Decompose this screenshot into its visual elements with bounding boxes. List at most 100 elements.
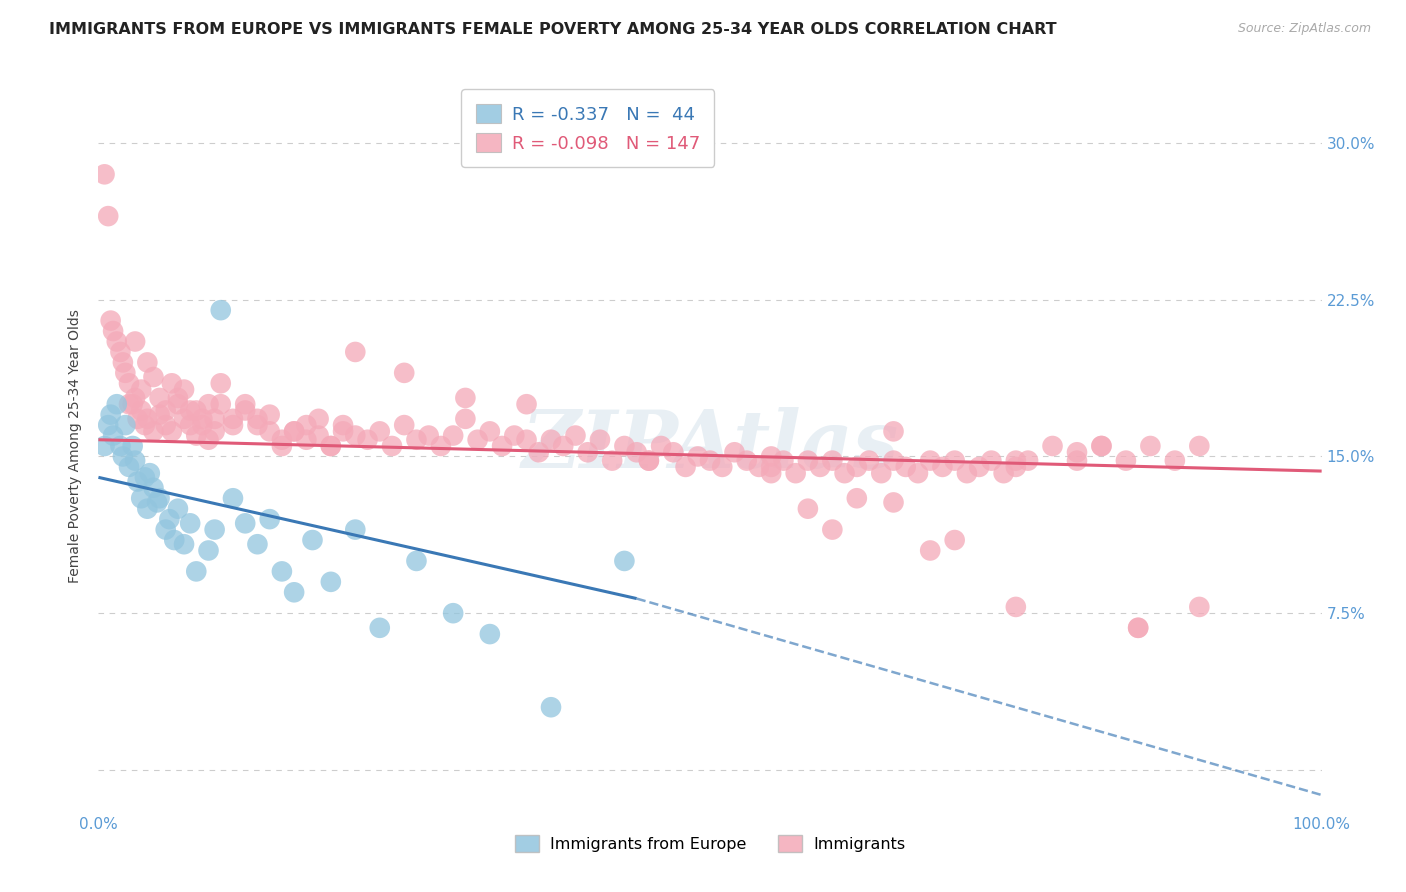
Point	[283, 425, 305, 439]
Point	[191, 412, 214, 426]
Point	[283, 425, 305, 439]
Point	[319, 439, 342, 453]
Point	[1128, 621, 1150, 635]
Point	[405, 433, 427, 447]
Point	[368, 621, 391, 635]
Point	[155, 418, 177, 433]
Point	[155, 403, 177, 417]
Point	[761, 466, 783, 480]
Point	[967, 459, 990, 474]
Point	[637, 453, 661, 467]
Point	[650, 439, 672, 453]
Point	[381, 439, 404, 453]
Point	[259, 408, 281, 422]
Point	[246, 418, 269, 433]
Point	[943, 533, 966, 547]
Point	[845, 491, 868, 506]
Point	[1042, 439, 1064, 453]
Point	[392, 418, 416, 433]
Point	[111, 355, 134, 369]
Point	[186, 403, 208, 417]
Point	[711, 459, 734, 474]
Point	[515, 397, 537, 411]
Point	[1128, 621, 1150, 635]
Point	[1188, 439, 1211, 453]
Point	[100, 408, 122, 422]
Text: ZIPAtlas: ZIPAtlas	[522, 408, 898, 484]
Point	[179, 403, 201, 417]
Point	[368, 425, 391, 439]
Point	[129, 491, 152, 506]
Point	[1090, 439, 1112, 453]
Point	[167, 501, 190, 516]
Point	[1115, 453, 1137, 467]
Point	[110, 439, 132, 453]
Point	[129, 403, 152, 417]
Point	[613, 439, 636, 453]
Point	[1164, 453, 1187, 467]
Point	[870, 466, 893, 480]
Point	[356, 433, 378, 447]
Point	[1188, 599, 1211, 614]
Point	[319, 439, 342, 453]
Point	[118, 459, 141, 474]
Point	[301, 533, 323, 547]
Point	[785, 466, 807, 480]
Point	[204, 425, 226, 439]
Point	[319, 574, 342, 589]
Point	[270, 439, 294, 453]
Point	[186, 428, 208, 442]
Point	[93, 439, 115, 453]
Point	[797, 453, 820, 467]
Point	[105, 397, 128, 411]
Point	[124, 334, 146, 349]
Text: IMMIGRANTS FROM EUROPE VS IMMIGRANTS FEMALE POVERTY AMONG 25-34 YEAR OLDS CORREL: IMMIGRANTS FROM EUROPE VS IMMIGRANTS FEM…	[49, 22, 1057, 37]
Point	[748, 459, 770, 474]
Point	[332, 425, 354, 439]
Point	[1004, 599, 1026, 614]
Point	[197, 433, 219, 447]
Point	[124, 391, 146, 405]
Point	[1090, 439, 1112, 453]
Point	[576, 445, 599, 459]
Point	[1017, 453, 1039, 467]
Point	[503, 428, 526, 442]
Point	[478, 627, 501, 641]
Point	[222, 418, 245, 433]
Point	[344, 523, 367, 537]
Point	[797, 501, 820, 516]
Point	[97, 418, 120, 433]
Point	[111, 450, 134, 464]
Point	[1004, 453, 1026, 467]
Point	[454, 412, 477, 426]
Point	[821, 523, 844, 537]
Point	[920, 543, 942, 558]
Point	[956, 466, 979, 480]
Point	[259, 425, 281, 439]
Point	[134, 418, 156, 433]
Point	[308, 412, 330, 426]
Point	[907, 466, 929, 480]
Point	[637, 453, 661, 467]
Point	[613, 554, 636, 568]
Point	[101, 324, 124, 338]
Point	[97, 209, 120, 223]
Point	[142, 370, 165, 384]
Point	[834, 466, 856, 480]
Point	[405, 554, 427, 568]
Point	[993, 466, 1015, 480]
Point	[540, 433, 562, 447]
Point	[204, 523, 226, 537]
Point	[478, 425, 501, 439]
Point	[1066, 445, 1088, 459]
Point	[179, 418, 201, 433]
Point	[270, 433, 294, 447]
Point	[883, 425, 905, 439]
Point	[894, 459, 917, 474]
Point	[209, 303, 232, 318]
Point	[129, 383, 152, 397]
Point	[155, 523, 177, 537]
Point	[418, 428, 440, 442]
Point	[699, 453, 721, 467]
Point	[136, 412, 159, 426]
